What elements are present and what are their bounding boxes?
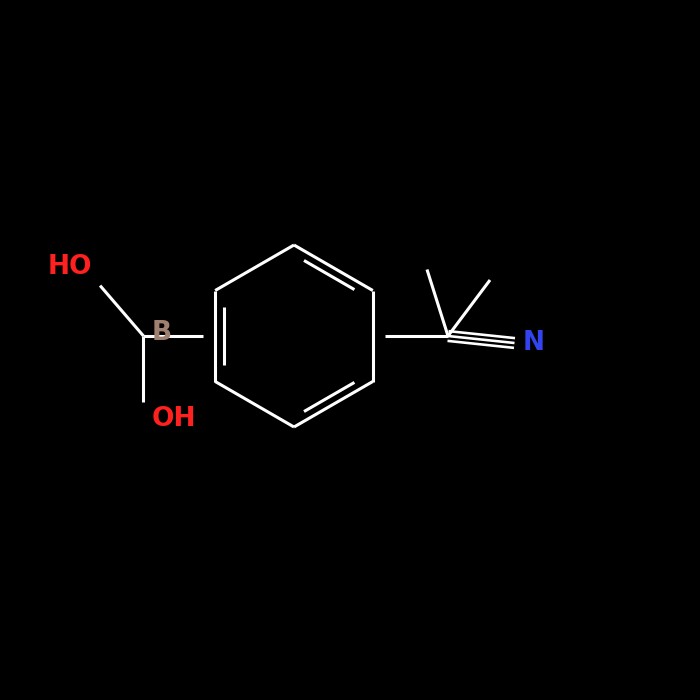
Text: OH: OH [152, 406, 197, 432]
Text: HO: HO [47, 254, 92, 280]
Text: B: B [152, 319, 172, 346]
Text: N: N [523, 330, 545, 356]
